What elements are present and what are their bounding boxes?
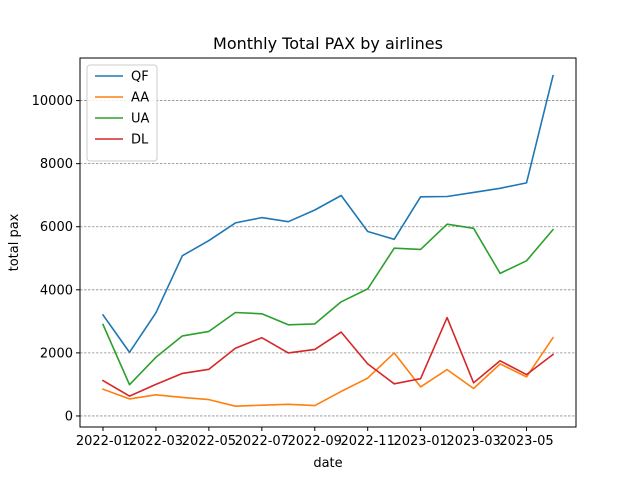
y-axis-label: total pax (7, 213, 22, 271)
plot-frame (79, 57, 577, 428)
x-tick-label: 2023-01 (393, 434, 447, 449)
x-tick-label: 2022-01 (76, 434, 130, 449)
legend-label-qf: QF (131, 70, 149, 85)
legend-label-dl: DL (131, 133, 149, 148)
x-tick-label: 2022-03 (129, 434, 183, 449)
x-tick-label: 2023-05 (499, 434, 553, 449)
legend-box (86, 64, 158, 162)
x-tick-label: 2022-11 (341, 434, 395, 449)
y-axis: 0 2000 4000 6000 8000 10000 (32, 94, 80, 424)
y-tick-label: 8000 (40, 157, 73, 172)
y-tick-label: 2000 (40, 346, 73, 361)
x-axis: 2022-012022-032022-052022-072022-092022-… (76, 427, 554, 449)
y-tick-label: 6000 (40, 220, 73, 235)
series-line-aa (101, 336, 555, 408)
x-tick-label: 2022-05 (182, 434, 236, 449)
plot-series (101, 74, 555, 408)
legend: QF AA UA DL (86, 64, 158, 162)
chart-title: Monthly Total PAX by airlines (213, 34, 443, 53)
legend-label-ua: UA (131, 112, 150, 127)
series-line-qf (101, 74, 554, 354)
x-axis-label: date (313, 456, 342, 471)
x-tick-label: 2023-03 (446, 434, 500, 449)
y-tick-label: 4000 (40, 283, 73, 298)
legend-label-aa: AA (131, 91, 149, 106)
y-tick-label: 0 (65, 409, 73, 424)
gridlines (80, 100, 576, 417)
x-tick-label: 2022-09 (288, 434, 342, 449)
series-line-dl (101, 316, 555, 397)
y-tick-label: 10000 (32, 94, 73, 109)
x-tick-label: 2022-07 (235, 434, 289, 449)
series-line-ua (101, 223, 555, 386)
